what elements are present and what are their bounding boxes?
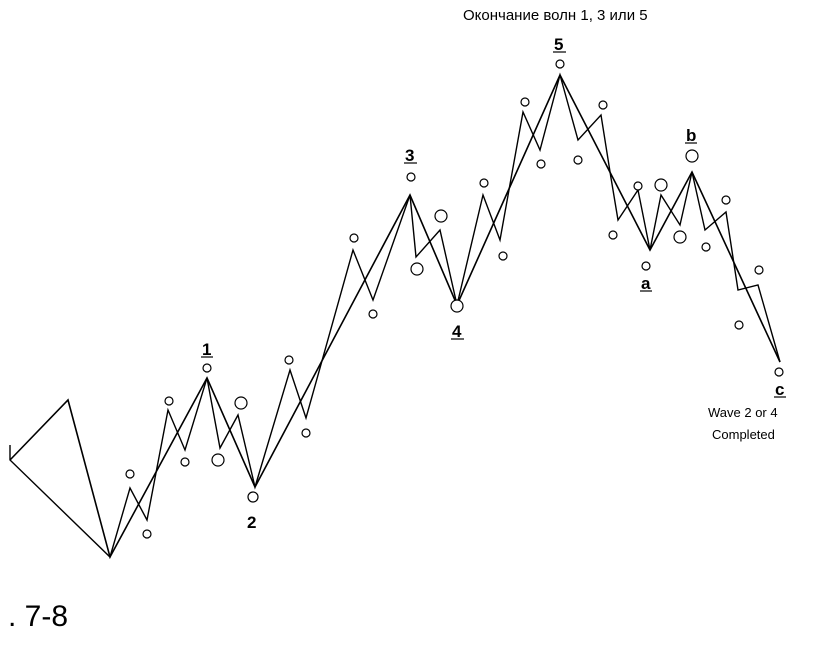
marker (598, 100, 608, 110)
wave-label-c: c (775, 380, 784, 399)
wave-label-5: 5 (554, 35, 563, 54)
marker (633, 181, 643, 191)
marker (247, 491, 259, 503)
marker (608, 230, 618, 240)
marker (434, 209, 448, 223)
marker (450, 299, 464, 313)
diagram-title: Окончание волн 1, 3 или 5 (463, 7, 648, 24)
marker (211, 453, 225, 467)
marker (721, 195, 731, 205)
marker (536, 159, 546, 169)
marker (701, 242, 711, 252)
marker (368, 309, 378, 319)
marker (234, 396, 248, 410)
marker (410, 262, 424, 276)
marker (125, 469, 135, 479)
completion-note-line2: Completed (712, 427, 775, 442)
marker (654, 178, 668, 192)
marker (479, 178, 489, 188)
completion-note-line1: Wave 2 or 4 (708, 405, 778, 420)
main-wave-line (9, 73, 781, 560)
marker (406, 172, 416, 182)
marker (301, 428, 311, 438)
marker (573, 155, 583, 165)
marker (142, 529, 152, 539)
marker (349, 233, 359, 243)
marker (734, 320, 744, 330)
wave-label-1: 1 (202, 340, 211, 359)
marker (180, 457, 190, 467)
marker (754, 265, 764, 275)
marker (284, 355, 294, 365)
marker (685, 149, 699, 163)
figure-caption: . 7-8 (8, 600, 69, 633)
wave-label-4: 4 (452, 322, 462, 341)
wave-label-2: 2 (247, 513, 256, 532)
marker (673, 230, 687, 244)
marker (641, 261, 651, 271)
subwave-markers (125, 59, 784, 539)
wave-label-a: a (641, 274, 651, 293)
wave-label-3: 3 (405, 146, 414, 165)
wave-label-b: b (686, 126, 696, 145)
marker (202, 363, 212, 373)
marker (555, 59, 565, 69)
marker (498, 251, 508, 261)
marker (774, 367, 784, 377)
subwave-line (9, 72, 781, 559)
marker (520, 97, 530, 107)
marker (164, 396, 174, 406)
